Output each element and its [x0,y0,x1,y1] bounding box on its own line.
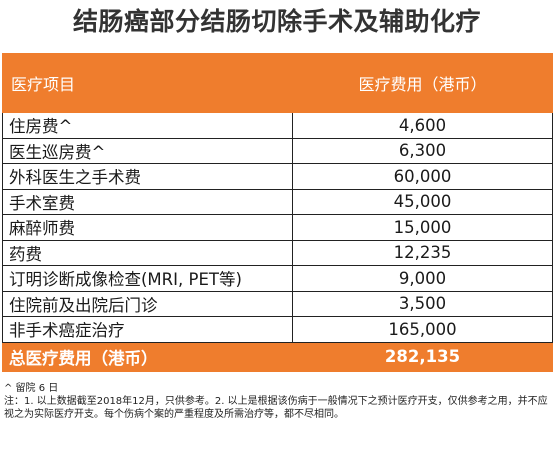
table-row: 药费 12,235 [2,239,553,266]
row-item: 非手术癌症治疗 [2,316,293,343]
header-item: 医疗项目 [2,53,293,113]
stay-note: ^ 留院 6 日 [4,383,59,394]
row-item: 住房费^ [2,112,293,139]
row-cost: 3,500 [292,290,553,317]
table-row: 订明诊断成像检查(MRI, PET等) 9,000 [2,265,553,292]
total-label: 总医疗费用（港币） [2,341,293,372]
table-row: 外科医生之手术费 60,000 [2,163,553,190]
row-cost: 165,000 [292,316,553,343]
row-cost: 12,235 [292,239,553,266]
total-cost: 282,135 [292,341,553,372]
row-cost: 6,300 [292,137,553,164]
table-row: 住房费^ 4,600 [2,112,553,139]
page-title: 结肠癌部分结肠切除手术及辅助化疗 [72,7,481,36]
table-row: 手术室费 45,000 [2,188,553,215]
row-item: 订明诊断成像检查(MRI, PET等) [2,265,293,292]
cost-table: 医疗项目 医疗费用（港币） 住房费^ 4,600 医生巡房费^ 6,300 外科… [2,53,553,372]
table-header-row: 医疗项目 医疗费用（港币） [2,53,553,113]
row-cost: 9,000 [292,265,553,292]
table-row: 非手术癌症治疗 165,000 [2,316,553,343]
row-item: 住院前及出院后门诊 [2,290,293,317]
row-item: 医生巡房费^ [2,137,293,164]
row-item: 外科医生之手术费 [2,163,293,190]
table-row: 医生巡房费^ 6,300 [2,137,553,164]
row-cost: 4,600 [292,112,553,139]
row-cost: 15,000 [292,214,553,241]
row-item: 药费 [2,239,293,266]
header-cost: 医疗费用（港币） [292,53,553,113]
total-row: 总医疗费用（港币） 282,135 [2,341,553,372]
row-item: 手术室费 [2,188,293,215]
row-item: 麻醉师费 [2,214,293,241]
table-row: 麻醉师费 15,000 [2,214,553,241]
row-cost: 60,000 [292,163,553,190]
disclaimer-note: 注：1. 以上数据截至2018年12月，只供参考。2. 以上是根据该伤病于一般情… [4,396,548,420]
row-cost: 45,000 [292,188,553,215]
table-row: 住院前及出院后门诊 3,500 [2,290,553,317]
footnotes: ^ 留院 6 日 注：1. 以上数据截至2018年12月，只供参考。2. 以上是… [4,382,552,421]
